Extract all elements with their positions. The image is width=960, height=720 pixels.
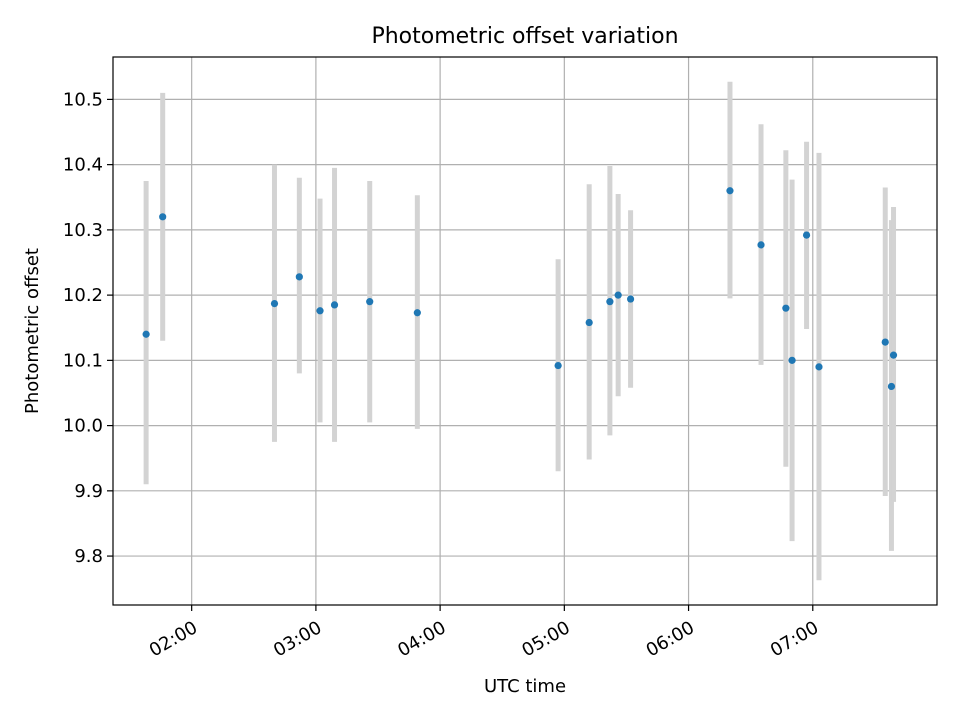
data-point [881,338,889,346]
data-point [366,298,374,306]
data-point [726,187,734,195]
data-points [142,187,898,391]
y-tick-label: 10.1 [63,350,103,371]
y-axis-label: Photometric offset [22,248,43,414]
data-point [788,356,796,364]
y-tick-label: 9.9 [74,481,103,502]
x-axis-label: UTC time [484,676,566,697]
data-point [887,382,896,391]
data-point [159,213,167,221]
y-tick-label: 10.5 [63,89,103,110]
y-tick-label: 10.4 [63,155,103,176]
y-tick-label: 10.2 [63,285,103,306]
data-point [295,273,303,281]
data-point [316,307,324,315]
y-tick-label: 9.8 [74,546,103,567]
data-point [815,363,823,371]
data-point [782,304,790,312]
y-tick-label: 10.3 [63,220,103,241]
data-point [270,300,279,308]
y-tick-label: 10.0 [63,416,103,437]
data-point [142,330,150,338]
y-axis-ticks: 9.8 9.9 10.0 10.1 10.2 10.3 10.4 10.5 [63,89,113,567]
data-point [889,351,898,359]
data-point [626,295,635,303]
plot-frame [112,56,938,606]
data-point [330,301,339,309]
data-point [614,291,622,299]
data-point [606,298,614,306]
chart-title: Photometric offset variation [371,24,678,49]
data-point [413,309,421,317]
data-point [554,361,562,370]
data-point [802,231,811,239]
grid-lines [113,57,937,605]
data-point [757,241,765,249]
data-point [585,318,593,327]
